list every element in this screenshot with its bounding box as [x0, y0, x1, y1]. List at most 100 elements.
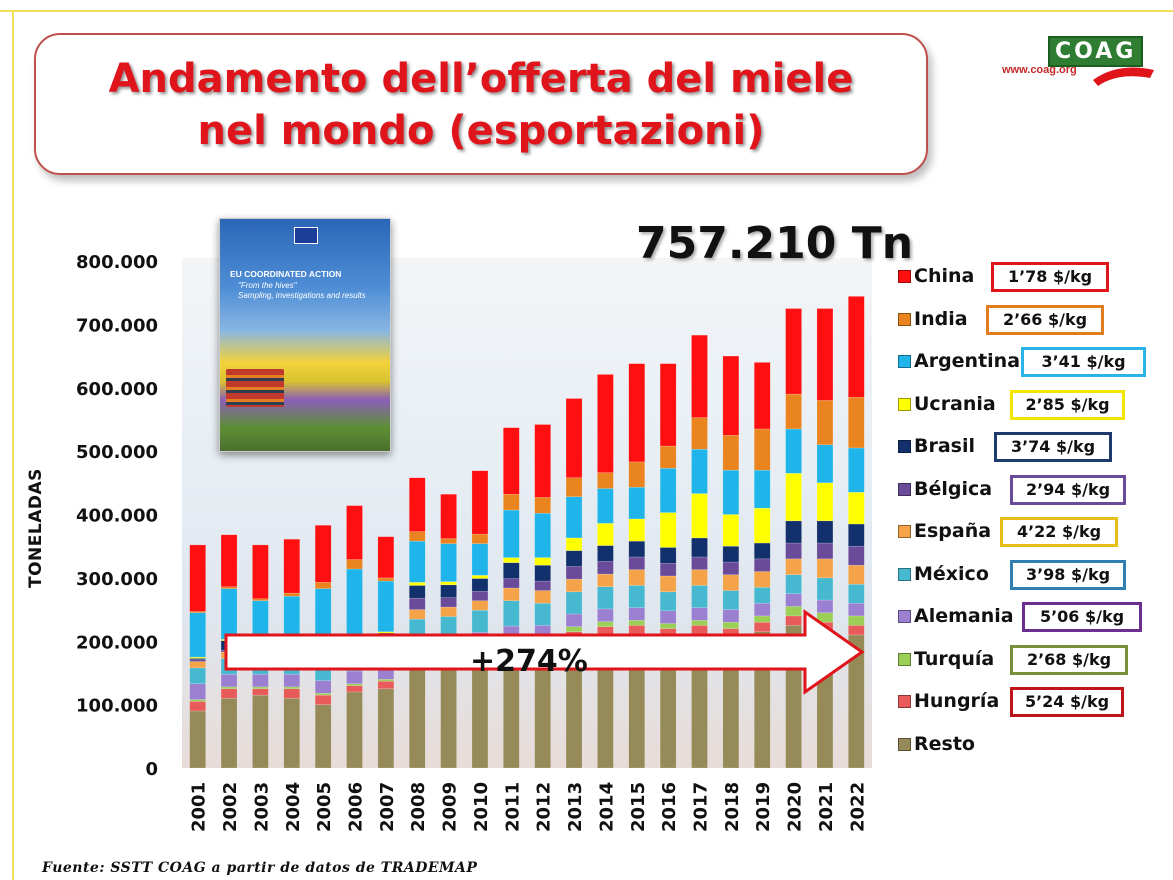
bar-segment-hungría: [189, 701, 206, 712]
x-tick-label: 2010: [471, 782, 492, 832]
bar-segment-argentina: [346, 568, 363, 639]
legend-item: España 4’22 $/kg: [896, 517, 1166, 547]
bar-segment-bélgica: [471, 590, 489, 601]
bar-segment-argentina: [785, 428, 802, 474]
bar-segment-india: [346, 559, 363, 570]
beehives-icon: [226, 369, 284, 407]
bar-segment-china: [785, 308, 802, 395]
growth-percentage: +274%: [470, 644, 588, 679]
bar-segment-brasil: [597, 545, 614, 562]
bar-segment-china: [220, 534, 238, 587]
bar-segment-india: [628, 461, 646, 488]
bar-segment-hungría: [628, 625, 646, 636]
legend-label: Hungría: [914, 690, 1000, 712]
bar-segment-turquía: [346, 683, 363, 686]
bar-segment-bélgica: [597, 561, 614, 575]
y-tick-label: 300.000: [76, 569, 158, 590]
legend-label: México: [914, 562, 989, 585]
bar-segment-resto: [440, 663, 457, 769]
bar-segment-bélgica: [785, 542, 802, 560]
bar-segment-méxico: [628, 585, 646, 608]
bar-segment-alemania: [848, 602, 865, 617]
bar-segment-españa: [565, 578, 583, 593]
bar-segment-india: [534, 497, 551, 514]
legend-label: Alemania: [914, 605, 1014, 627]
bar-segment-alemania: [785, 593, 802, 607]
bar-segment-ucrania: [565, 537, 583, 551]
legend-swatch: [898, 737, 911, 751]
legend-swatch: [898, 440, 911, 453]
y-axis-label: TONELADAS: [26, 468, 46, 588]
bar-series: [189, 296, 865, 769]
bar-segment-china: [346, 505, 363, 560]
legend-item: Alemania 5’06 $/kg: [896, 602, 1166, 632]
title-box: Andamento dell’offerta del miele nel mon…: [34, 33, 928, 175]
legend-item: Brasil 3’74 $/kg: [896, 432, 1166, 462]
bar-segment-argentina: [377, 580, 395, 632]
y-tick-label: 400.000: [76, 506, 158, 527]
x-tick-label: 2006: [346, 782, 367, 832]
bar-segment-méxico: [691, 585, 708, 608]
bar-segment-brasil: [440, 584, 457, 598]
legend-swatch: [898, 482, 911, 496]
y-tick-label: 700.000: [76, 315, 158, 336]
bar-segment-españa: [722, 574, 740, 591]
bar-segment-argentina: [408, 540, 426, 583]
legend-price-box: 3’74 $/kg: [994, 432, 1112, 462]
x-tick-label: 2002: [220, 782, 241, 832]
bar-segment-bélgica: [440, 597, 457, 608]
coag-logo: COAG www.coag.org: [1000, 36, 1165, 86]
bar-segment-resto: [283, 698, 301, 769]
bar-segment-ucrania: [659, 512, 677, 548]
bar-segment-argentina: [753, 469, 771, 509]
bar-segment-brasil: [722, 545, 740, 563]
title-line-2: nel mondo (esportazioni): [197, 108, 765, 154]
bar-segment-alemania: [565, 613, 583, 627]
bar-segment-resto: [252, 694, 269, 769]
bar-segment-méxico: [785, 574, 802, 594]
bar-segment-bélgica: [816, 542, 834, 560]
bar-segment-españa: [816, 558, 834, 579]
bar-segment-india: [722, 435, 740, 471]
bar-segment-brasil: [565, 550, 583, 567]
bar-segment-turquía: [314, 692, 332, 696]
bar-segment-turquía: [722, 621, 740, 629]
bar-segment-china: [848, 296, 865, 398]
legend-item: China 1’78 $/kg: [896, 262, 1166, 292]
bar-segment-ucrania: [753, 507, 771, 544]
bar-segment-india: [848, 397, 865, 449]
bar-segment-turquía: [283, 686, 301, 690]
bar-segment-india: [659, 445, 677, 469]
legend-swatch: [898, 270, 911, 283]
bar-segment-méxico: [816, 577, 834, 601]
bar-segment-china: [471, 470, 489, 535]
bar-segment-méxico: [848, 583, 865, 604]
bar-segment-alemania: [346, 670, 363, 684]
eu-flag-icon: [294, 227, 318, 244]
bar-segment-alemania: [691, 607, 708, 621]
bar-segment-china: [189, 544, 206, 612]
legend-swatch: [898, 525, 911, 538]
legend-price-box: 5’24 $/kg: [1010, 687, 1124, 717]
bar-segment-ucrania: [471, 575, 489, 579]
left-frame-line: [12, 10, 14, 880]
bar-segment-méxico: [597, 586, 614, 610]
bar-segment-alemania: [659, 610, 677, 624]
bar-segment-turquía: [691, 620, 708, 626]
logo-url: www.coag.org: [1002, 64, 1077, 76]
bar-segment-brasil: [534, 564, 551, 582]
bar-segment-brasil: [408, 585, 426, 599]
y-tick-label: 100.000: [76, 696, 158, 717]
bar-segment-china: [722, 355, 740, 436]
bar-segment-argentina: [220, 588, 238, 640]
bar-segment-india: [503, 493, 520, 511]
bar-segment-resto: [408, 666, 426, 769]
bar-segment-argentina: [565, 496, 583, 539]
bar-segment-resto: [346, 691, 363, 769]
bar-segment-bélgica: [659, 563, 677, 577]
x-tick-label: 2014: [596, 782, 617, 832]
x-tick-label: 2018: [722, 782, 743, 832]
bar-segment-españa: [659, 575, 677, 593]
x-tick-label: 2007: [377, 782, 398, 832]
